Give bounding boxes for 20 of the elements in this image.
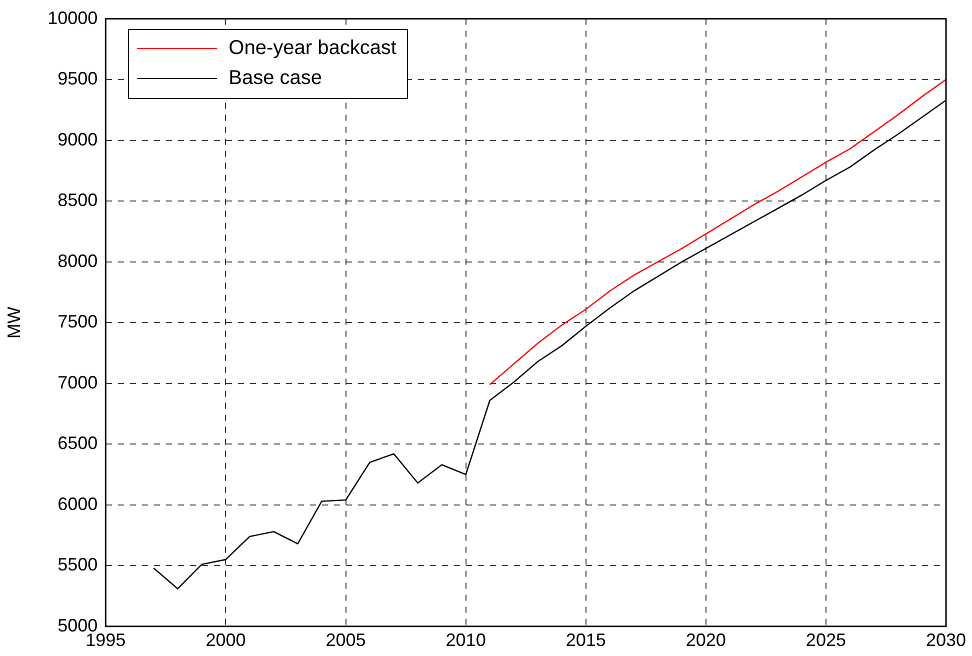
y-tick-label: 8500 — [58, 190, 98, 210]
x-tick-label: 2020 — [686, 630, 726, 650]
y-tick-label: 9000 — [58, 129, 98, 150]
y-tick-label: 10000 — [48, 8, 98, 28]
x-tick-label: 2025 — [806, 630, 846, 650]
y-tick-label: 7000 — [58, 372, 98, 392]
legend-label: One-year backcast — [228, 37, 396, 60]
y-axis-title: MW — [4, 306, 24, 339]
y-tick-label: 9500 — [58, 68, 98, 89]
x-tick-label: 2005 — [326, 630, 366, 650]
y-tick-label: 7500 — [58, 312, 98, 332]
x-tick-label: 2010 — [446, 630, 486, 650]
x-tick-label: 2015 — [566, 630, 606, 650]
y-tick-label: 8000 — [58, 250, 98, 271]
y-tick-label: 6500 — [58, 433, 98, 454]
x-tick-label: 2000 — [206, 630, 246, 650]
y-tick-label: 6000 — [58, 494, 98, 514]
x-tick-label: 2030 — [926, 630, 966, 650]
y-tick-label: 5500 — [58, 554, 98, 575]
legend-label: Base case — [228, 67, 322, 90]
